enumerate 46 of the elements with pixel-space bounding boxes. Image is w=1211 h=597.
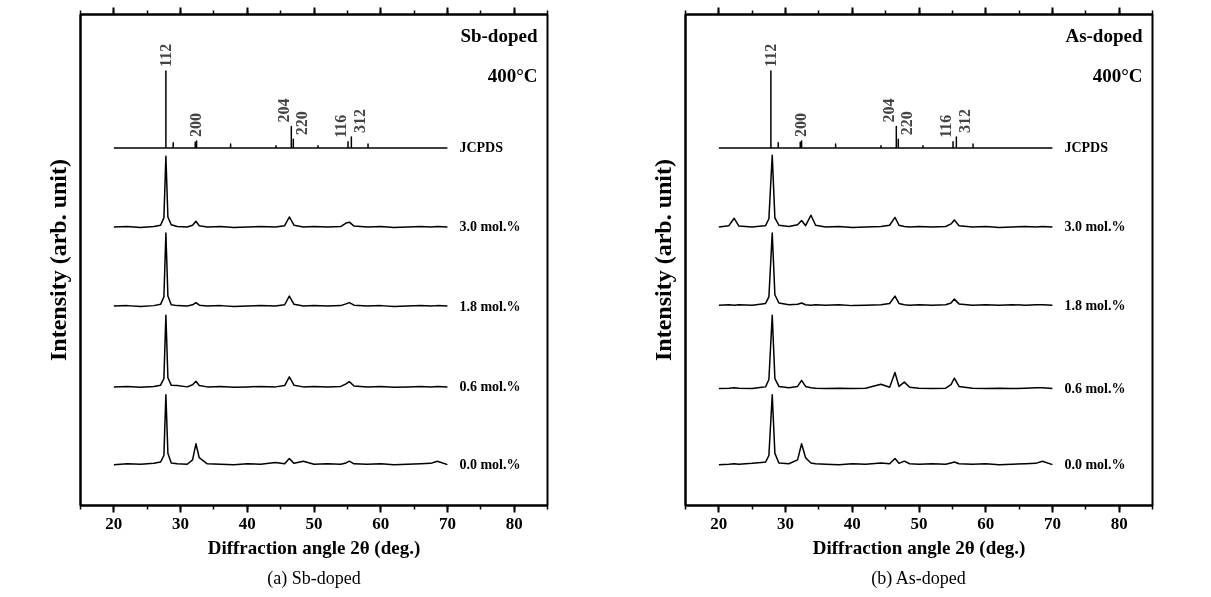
series-label: 0.6 mol.% (1064, 381, 1126, 397)
x-tick-label: 50 (910, 513, 928, 533)
annotation: 116 (936, 114, 954, 138)
annotation: 312 (350, 109, 368, 134)
x-tick-label: 70 (1043, 513, 1061, 533)
x-tick-label: 20 (710, 513, 728, 533)
annotation: 200 (187, 112, 205, 137)
annotation: 312 (955, 109, 973, 134)
x-axis-title: Diffraction angle 2θ (deg.) (812, 536, 1026, 559)
x-tick-label: 40 (843, 513, 861, 533)
x-tick-label: 40 (238, 513, 256, 533)
text: (b) As-doped (871, 567, 966, 589)
annotation: 112 (157, 43, 175, 67)
annotation: 400°C (1092, 64, 1143, 86)
series-label: JCPDS (459, 140, 504, 156)
annotation: 112 (762, 43, 780, 67)
series-label: 3.0 mol.% (1064, 219, 1126, 235)
annotation: 204 (274, 98, 292, 123)
series-label: JCPDS (1064, 140, 1109, 156)
x-tick-label: 70 (438, 513, 456, 533)
annotation: 400°C (487, 64, 538, 86)
y-axis-title: Intensity (arb. unit) (44, 158, 71, 362)
x-tick-label: 80 (1110, 513, 1128, 533)
annotation: 200 (792, 112, 810, 137)
x-tick-label: 30 (172, 513, 190, 533)
annotation: 204 (879, 98, 897, 123)
series-label: 1.8 mol.% (1064, 297, 1126, 313)
text: As-doped (1065, 24, 1143, 46)
x-tick-label: 60 (372, 513, 390, 533)
x-axis-title: Diffraction angle 2θ (deg.) (207, 536, 421, 559)
annotation: 116 (331, 114, 349, 138)
annotation: 220 (897, 111, 915, 136)
text: (a) Sb-doped (267, 567, 361, 589)
series-label: 0.0 mol.% (459, 457, 521, 473)
x-tick-label: 30 (777, 513, 795, 533)
x-tick-label: 50 (305, 513, 323, 533)
annotation: 220 (292, 111, 310, 136)
series-label: 1.8 mol.% (459, 298, 521, 314)
y-axis-title: Intensity (arb. unit) (649, 158, 676, 362)
series-label: 3.0 mol.% (459, 219, 521, 235)
x-tick-label: 80 (505, 513, 523, 533)
text: Sb-doped (460, 24, 538, 46)
x-tick-label: 20 (105, 513, 123, 533)
series-label: 0.6 mol.% (459, 379, 521, 395)
x-tick-label: 60 (977, 513, 995, 533)
series-label: 0.0 mol.% (1064, 457, 1126, 473)
